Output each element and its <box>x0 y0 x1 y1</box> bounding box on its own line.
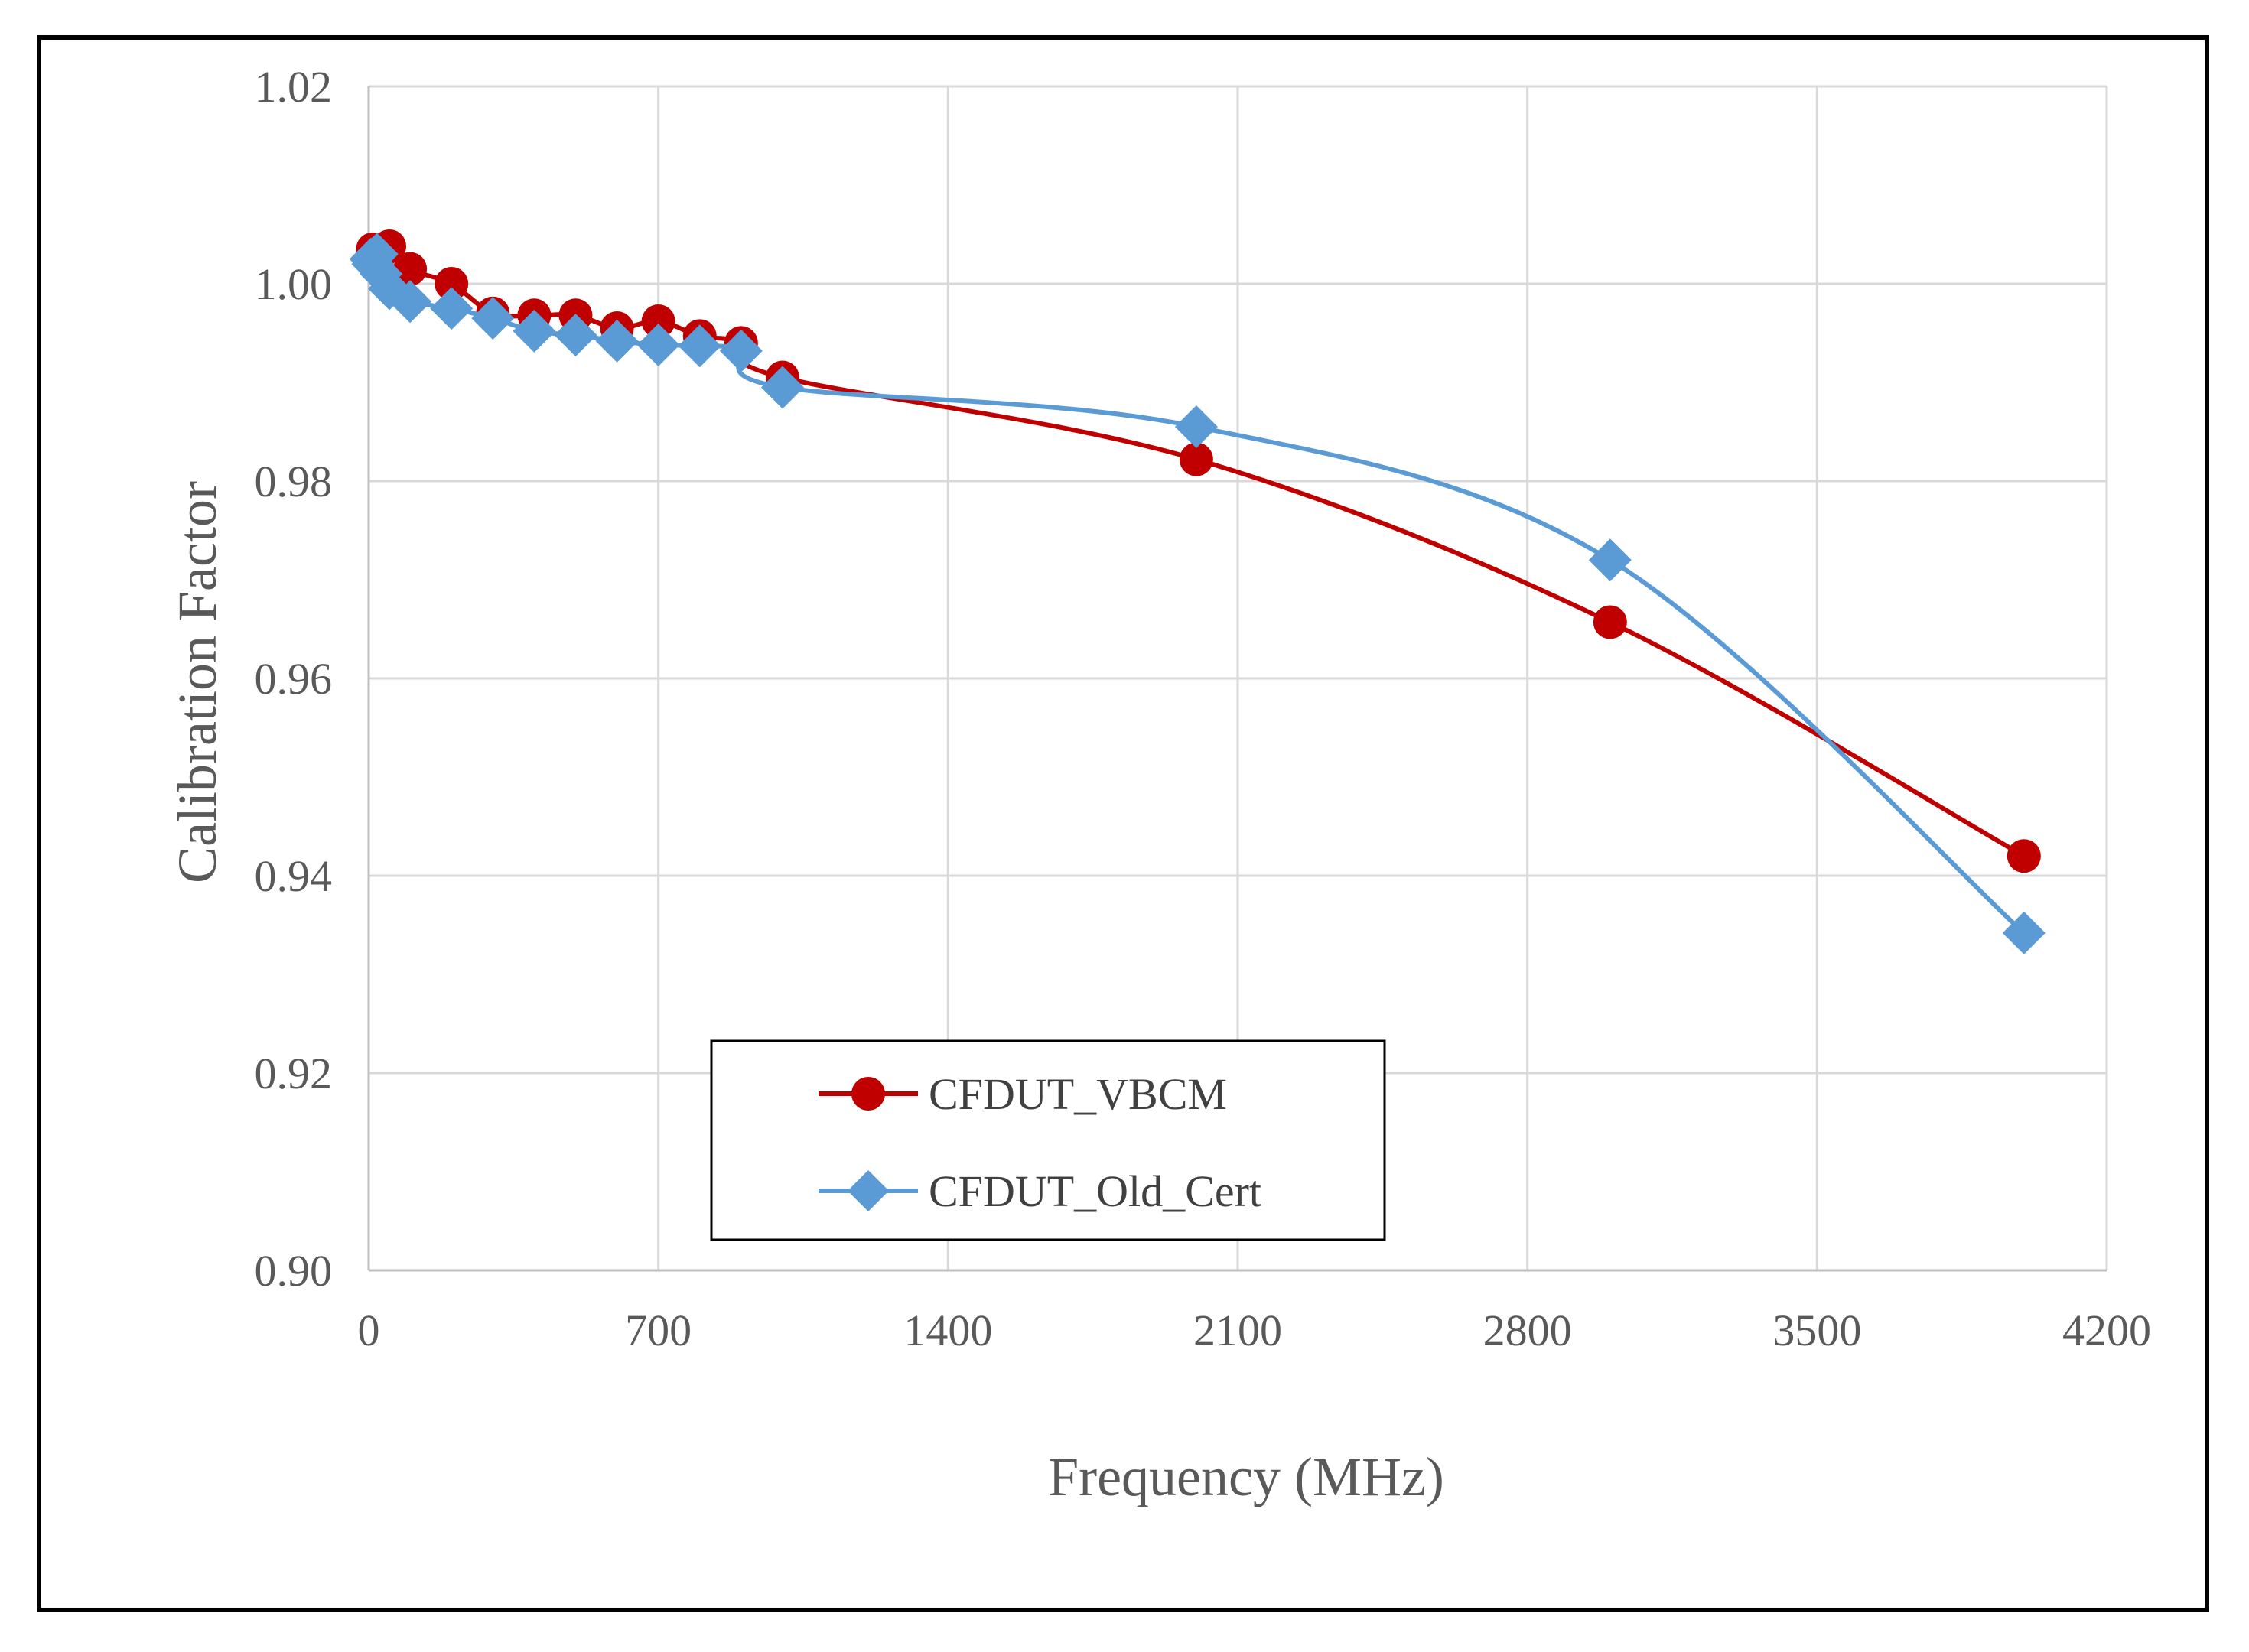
x-tick-label: 4200 <box>2062 1306 2151 1355</box>
data-series <box>349 229 2046 954</box>
data-point-diamond <box>471 297 515 340</box>
y-tick-label: 0.98 <box>255 457 333 506</box>
legend: CFDUT_VBCM CFDUT_Old_Cert <box>710 1039 1386 1241</box>
x-tick-label: 2100 <box>1193 1306 1282 1355</box>
y-tick-label: 0.90 <box>255 1246 333 1296</box>
y-tick-label: 1.02 <box>255 62 333 112</box>
chart-frame: 0 700 1400 2100 2800 3500 4200 0.90 0.92 0.94 0.96… <box>37 35 2209 1612</box>
data-point-diamond <box>1588 538 1632 582</box>
data-point-diamond <box>678 324 721 368</box>
data-point-diamond <box>760 366 804 409</box>
legend-label-vbcm: CFDUT_VBCM <box>929 1069 1227 1119</box>
data-point-diamond <box>513 309 556 353</box>
x-tick-label: 3500 <box>1772 1306 1861 1355</box>
data-point-diamond <box>554 314 597 357</box>
data-point-diamond <box>636 323 680 366</box>
x-tick-label: 0 <box>358 1306 380 1355</box>
data-point-diamond <box>1174 405 1218 449</box>
x-tick-label: 1400 <box>903 1306 992 1355</box>
legend-box <box>710 1039 1386 1241</box>
series-CFDUT_Old_Cert <box>349 233 2046 954</box>
legend-marker-diamond-icon <box>848 1170 889 1211</box>
data-point-circle <box>641 304 675 339</box>
y-tick-label: 0.92 <box>255 1049 333 1098</box>
x-axis-title: Frequency (MHz) <box>1048 1446 1444 1507</box>
series-CFDUT_VBCM <box>356 229 2041 873</box>
data-point-circle <box>1179 442 1213 476</box>
grid-lines <box>369 85 2108 1270</box>
legend-item-vbcm: CFDUT_VBCM <box>819 1069 1227 1119</box>
data-point-circle <box>2007 839 2041 873</box>
x-tick-label: 700 <box>625 1306 692 1355</box>
line-chart: 0 700 1400 2100 2800 3500 4200 0.90 0.92 0.94 0.96… <box>167 62 2152 1507</box>
data-point-diamond <box>2002 911 2046 954</box>
legend-item-old-cert: CFDUT_Old_Cert <box>819 1166 1261 1216</box>
data-point-diamond <box>430 287 474 330</box>
y-tick-label: 0.94 <box>255 851 333 901</box>
legend-label-old-cert: CFDUT_Old_Cert <box>929 1166 1261 1216</box>
data-point-diamond <box>355 233 399 276</box>
data-point-circle <box>435 267 469 301</box>
legend-marker-circle-icon <box>851 1077 885 1111</box>
y-tick-label: 0.96 <box>255 654 333 704</box>
y-axis-title: Calibration Factor <box>167 481 228 883</box>
axes <box>367 86 2107 1272</box>
data-point-circle <box>1593 605 1627 639</box>
data-point-circle <box>393 252 428 286</box>
data-point-diamond <box>719 329 763 372</box>
data-point-diamond <box>595 319 639 363</box>
tick-labels: 0 700 1400 2100 2800 3500 4200 0.90 0.92 0.94 0.96… <box>255 62 2152 1355</box>
y-tick-label: 1.00 <box>255 259 333 309</box>
x-tick-label: 2800 <box>1483 1306 1572 1355</box>
